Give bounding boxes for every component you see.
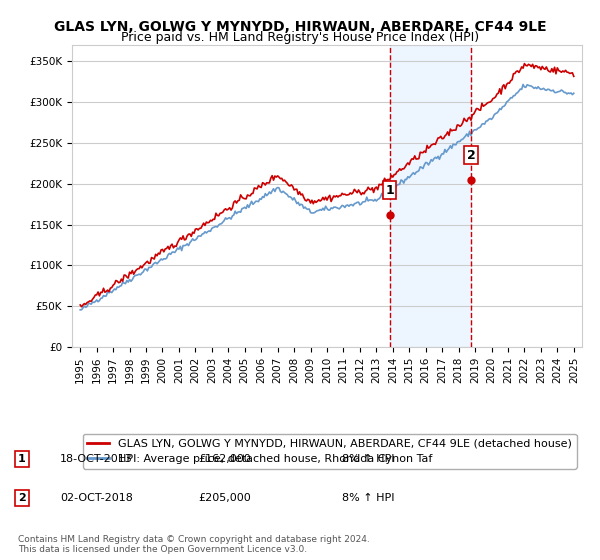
Text: £162,000: £162,000	[198, 454, 251, 464]
Text: 2: 2	[18, 493, 26, 503]
Text: £205,000: £205,000	[198, 493, 251, 503]
Text: 8% ↑ HPI: 8% ↑ HPI	[342, 454, 395, 464]
Text: 18-OCT-2013: 18-OCT-2013	[60, 454, 133, 464]
Text: 2: 2	[467, 148, 475, 162]
Text: Contains HM Land Registry data © Crown copyright and database right 2024.
This d: Contains HM Land Registry data © Crown c…	[18, 535, 370, 554]
Text: 8% ↑ HPI: 8% ↑ HPI	[342, 493, 395, 503]
Text: 02-OCT-2018: 02-OCT-2018	[60, 493, 133, 503]
Text: 1: 1	[18, 454, 26, 464]
Text: 1: 1	[385, 184, 394, 197]
Legend: GLAS LYN, GOLWG Y MYNYDD, HIRWAUN, ABERDARE, CF44 9LE (detached house), HPI: Ave: GLAS LYN, GOLWG Y MYNYDD, HIRWAUN, ABERD…	[83, 434, 577, 469]
Text: Price paid vs. HM Land Registry's House Price Index (HPI): Price paid vs. HM Land Registry's House …	[121, 31, 479, 44]
Text: GLAS LYN, GOLWG Y MYNYDD, HIRWAUN, ABERDARE, CF44 9LE: GLAS LYN, GOLWG Y MYNYDD, HIRWAUN, ABERD…	[53, 20, 547, 34]
Bar	[389, 45, 471, 347]
